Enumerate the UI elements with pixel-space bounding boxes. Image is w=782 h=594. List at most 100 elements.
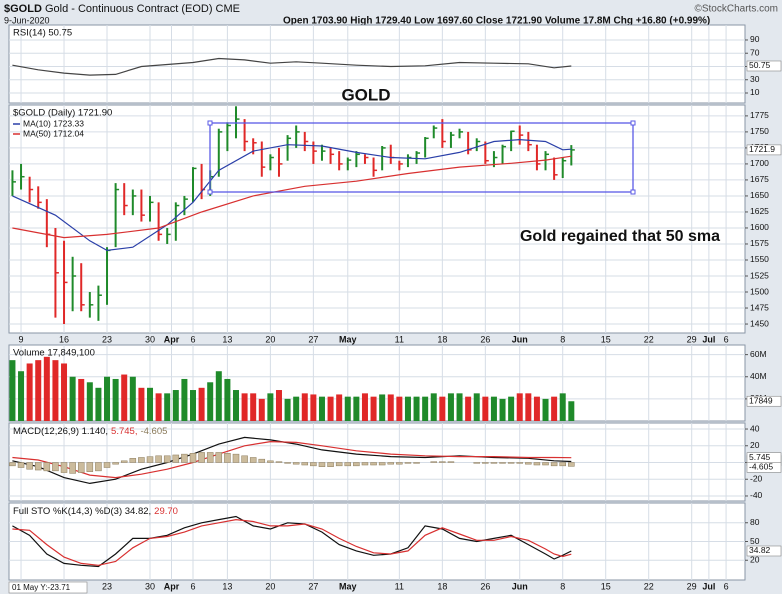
bar [189,453,197,463]
y-tick-label: 40M [750,371,767,381]
bar [224,453,231,463]
annotation: Gold regained that 50 sma [520,228,720,245]
last-value-label: 5.745 [749,452,771,462]
bar [275,390,282,421]
y-tick-label: 90 [750,34,760,44]
bar [559,393,566,421]
x-tick-label: Apr [164,334,180,344]
bar [568,462,575,467]
series-line [12,155,572,239]
panel-content [9,423,745,501]
bar [163,455,171,463]
bar [284,398,291,421]
bar [26,363,33,421]
bar [258,398,265,421]
last-value-label: 34.82 [749,545,771,555]
panel [8,104,746,334]
bar [542,462,549,466]
bar [198,387,205,421]
title-part: 5.745, [111,426,137,437]
bar [473,462,480,464]
x-tick-label: 20 [265,581,275,591]
bar [413,462,420,464]
bar [361,462,369,466]
bar [413,396,420,421]
x-tick-label: 26 [480,581,490,591]
bar [86,462,94,472]
bar [215,371,222,421]
bar [327,462,334,467]
x-tick-label: 9 [19,334,24,344]
bar [86,382,93,421]
bar [439,461,446,463]
bar [422,396,429,421]
bar [361,393,368,421]
x-tick-label: 27 [308,334,318,344]
bar [241,393,248,421]
bar [249,457,257,463]
bar [77,462,85,473]
header-title: $GOLD Gold - Continuous Contract (EOD) C… [4,3,240,15]
x-tick-label: 16 [59,334,69,344]
bar [69,376,76,421]
panel [8,344,746,422]
bar [267,393,274,421]
y-tick-label: 1675 [750,174,769,184]
last-value-box [746,60,782,72]
bar [43,462,51,472]
bar [396,462,403,465]
bar [129,458,137,463]
bar [353,462,360,467]
x-tick-label: 22 [644,581,654,591]
last-value-box [746,462,782,473]
x-tick-label: 6 [190,581,195,591]
bar [499,462,506,464]
bar [224,378,231,421]
bar [430,461,437,463]
bar [508,396,515,421]
bar [155,393,162,421]
last-value-box [746,545,782,557]
x-tick-label: Jul [702,581,715,591]
legend-label: MA(50) 1712.04 [23,128,84,138]
x-tick-label: 20 [265,334,275,344]
last-value-label: -4.605 [749,462,773,472]
title-part: MACD(12,26,9) 1.140, [13,426,108,437]
last-value-box [746,144,782,156]
y-tick-label: 10 [750,87,760,97]
x-tick-label: 15 [601,334,611,344]
y-tick-label: 1475 [750,302,769,312]
x-tick-label: 29 [687,581,697,591]
bar [336,394,343,421]
bar [61,363,68,421]
bar [293,396,300,421]
title-part: Full STO %K(14,3) %D(3) 34.82, [13,506,151,517]
range-handle [630,120,636,126]
x-tick-label: 8 [560,581,565,591]
x-tick-label: 6 [724,581,729,591]
bar [78,378,85,421]
bar [378,462,386,466]
bar [473,393,480,421]
bar [104,376,111,421]
y-tick-label: 1700 [750,158,769,168]
bar [430,393,437,421]
bar [447,461,455,463]
y-tick-label: 1575 [750,238,769,248]
y-tick-label: 1550 [750,254,769,264]
y-tick-label: 1450 [750,318,769,328]
bar [516,393,523,421]
bar [516,462,523,464]
last-value-box [746,395,782,407]
crosshair-box [8,581,88,594]
bar [206,452,214,463]
bar [34,462,42,471]
bar [387,462,395,465]
y-tick-label: 20 [750,555,760,565]
y-tick-label: 20 [750,440,760,450]
bar [52,360,59,421]
y-tick-label: 1500 [750,286,769,296]
bar [138,387,145,421]
bar [60,462,68,473]
y-tick-label: 1750 [750,126,769,136]
